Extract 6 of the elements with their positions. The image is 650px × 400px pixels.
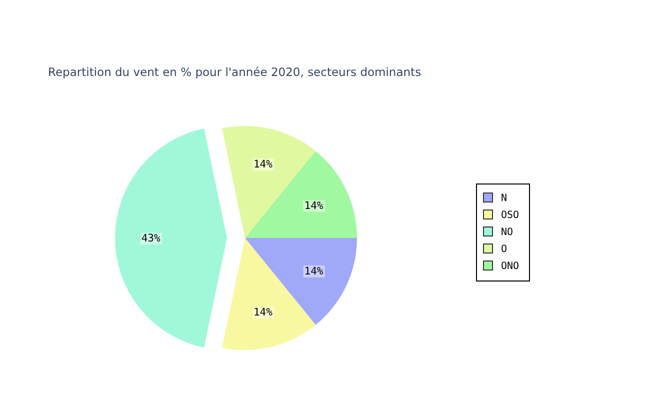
legend-label: ONO bbox=[501, 261, 520, 272]
chart-title: Repartition du vent en % pour l'année 2020, secteurs dominants bbox=[48, 65, 422, 79]
legend-label: NO bbox=[501, 227, 514, 238]
legend-label: O bbox=[501, 244, 508, 255]
legend-label: OSO bbox=[501, 210, 520, 221]
legend-label: N bbox=[501, 193, 508, 204]
